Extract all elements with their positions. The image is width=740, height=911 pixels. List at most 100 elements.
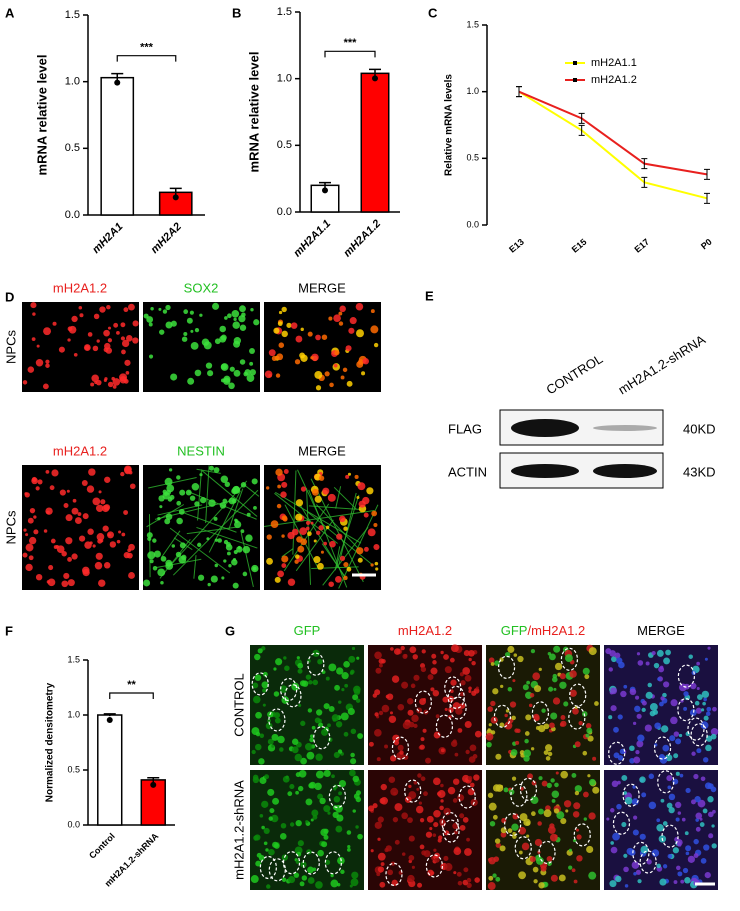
cell — [266, 534, 272, 540]
cell — [226, 551, 231, 556]
cell — [61, 580, 69, 588]
cell — [592, 786, 600, 794]
cell — [677, 842, 682, 847]
cell — [368, 805, 375, 812]
cell — [125, 371, 130, 375]
cell — [459, 672, 465, 677]
cell — [356, 656, 360, 660]
cell — [648, 773, 655, 780]
cell-outline — [425, 854, 443, 878]
cell — [220, 363, 227, 370]
cell — [387, 869, 394, 876]
legend-label: mH2A1.2 — [591, 74, 637, 86]
cell — [397, 703, 405, 711]
cell — [373, 342, 379, 348]
lane-label: CONTROL — [543, 351, 605, 397]
cell — [214, 338, 221, 345]
cell — [77, 512, 82, 516]
cell — [355, 825, 359, 829]
cell — [370, 325, 379, 334]
cell — [234, 520, 242, 529]
cell — [530, 648, 536, 654]
cell — [336, 814, 344, 822]
cell — [398, 755, 402, 759]
cell — [507, 645, 515, 653]
cell — [533, 715, 540, 722]
cell — [123, 551, 130, 559]
y-tick-label: 1.0 — [65, 76, 80, 88]
cell — [330, 873, 334, 878]
cell — [356, 329, 364, 338]
cell — [413, 723, 418, 728]
cell — [412, 654, 418, 660]
cell — [355, 302, 364, 311]
error-bar — [147, 776, 160, 783]
cell — [190, 329, 194, 333]
cell — [295, 335, 303, 343]
cell — [275, 373, 281, 378]
cell — [582, 667, 590, 675]
cell — [120, 471, 125, 477]
neurite — [292, 470, 297, 555]
cell — [336, 667, 344, 675]
row-label: NPCs — [3, 330, 18, 364]
cell — [233, 549, 238, 555]
cell — [538, 776, 543, 781]
cell — [336, 533, 343, 540]
cell — [245, 534, 253, 542]
cell — [558, 874, 566, 882]
cell — [282, 775, 290, 783]
cell — [352, 775, 360, 783]
cell — [656, 823, 664, 832]
cell — [347, 845, 351, 849]
cell — [274, 717, 281, 724]
cell — [31, 476, 37, 483]
cell — [521, 842, 530, 851]
cell — [183, 331, 188, 336]
cell — [112, 384, 117, 389]
cell — [648, 801, 657, 810]
cell — [238, 315, 246, 323]
cell — [696, 694, 703, 700]
cell — [268, 349, 276, 357]
cell — [261, 681, 269, 689]
cell — [45, 363, 50, 368]
cell — [298, 703, 302, 707]
cell — [250, 875, 259, 884]
cell-outline — [690, 723, 708, 747]
error-bar — [578, 112, 585, 124]
cell — [343, 575, 348, 581]
cell — [314, 717, 321, 724]
cell — [328, 663, 337, 672]
y-tick-label: 1.5 — [277, 6, 292, 18]
cell — [420, 737, 425, 742]
cell — [656, 863, 662, 869]
cell — [488, 802, 497, 811]
cell — [281, 877, 287, 882]
cell — [455, 707, 463, 715]
cell — [617, 714, 623, 720]
cell — [338, 791, 343, 796]
cell — [469, 744, 477, 752]
cell — [703, 715, 709, 721]
cell — [388, 776, 396, 783]
cell — [356, 360, 364, 368]
neurite — [322, 526, 369, 586]
cell — [176, 500, 182, 506]
cell — [514, 728, 519, 733]
cell — [289, 784, 295, 790]
cell — [165, 559, 173, 567]
cell — [297, 668, 303, 674]
cell — [517, 655, 524, 663]
cell — [277, 321, 283, 327]
cell — [609, 880, 617, 888]
cell — [563, 701, 569, 707]
cell — [541, 780, 548, 787]
cell — [394, 839, 400, 845]
cell — [201, 338, 210, 346]
cell — [693, 773, 699, 780]
cell — [96, 339, 100, 343]
y-tick-label: 0.0 — [466, 219, 479, 229]
band-size: 40KD — [683, 421, 716, 436]
significance-bracket — [109, 692, 154, 699]
